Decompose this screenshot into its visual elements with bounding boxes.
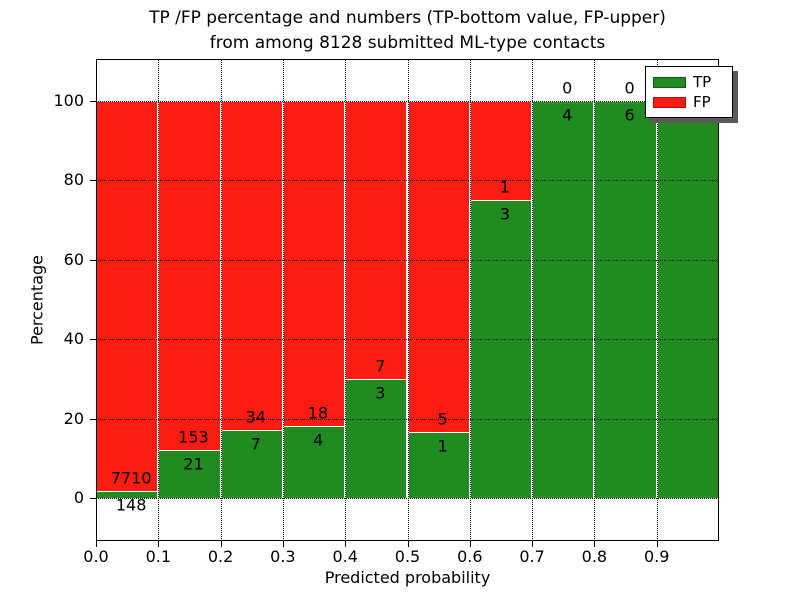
x-tick-label: 0.5: [394, 547, 421, 566]
y-tick: [90, 101, 96, 102]
x-tick: [532, 541, 534, 547]
tp-bar-segment: [656, 101, 719, 498]
y-tick: [90, 339, 96, 341]
y-tick: [90, 498, 96, 499]
tp-count-label: 4: [312, 430, 324, 450]
y-tick-label: 60: [63, 249, 84, 269]
tp-bar-segment: [345, 378, 408, 498]
tp-bar-segment: [220, 430, 283, 498]
x-tick-label: 0.2: [207, 547, 234, 566]
v-gridline: [594, 59, 596, 541]
x-tick: [594, 541, 596, 547]
y-tick: [90, 418, 96, 420]
fp-count-label: 0: [562, 78, 573, 98]
v-gridline: [345, 59, 347, 541]
legend-label-fp: FP: [693, 93, 711, 111]
fp-count-label: 1: [499, 177, 511, 197]
fp-bar-segment: [469, 101, 533, 201]
v-gridline: [469, 59, 471, 541]
x-tick: [220, 541, 222, 547]
y-tick-label: 40: [63, 329, 84, 349]
x-tick: [469, 541, 471, 547]
fp-bar-segment: [407, 101, 470, 432]
fp-count-label: 18: [307, 403, 329, 423]
x-axis-label: Predicted probability: [324, 568, 491, 587]
legend: TP FP: [645, 66, 733, 118]
tp-bar-segment: [282, 425, 346, 498]
x-tick: [96, 541, 97, 547]
tp-count-label: 3: [375, 383, 386, 403]
tp-count-label: 4: [562, 105, 573, 125]
x-tick-label: 0.8: [581, 547, 608, 566]
x-tick-label: 0.7: [519, 547, 545, 566]
chart-title: TP /FP percentage and numbers (TP-bottom…: [96, 6, 719, 55]
tp-bar-segment: [407, 431, 470, 498]
fp-count-label: 34: [245, 407, 266, 427]
x-tick-label: 0.3: [270, 547, 296, 566]
tp-count-label: 148: [115, 495, 147, 515]
v-gridline: [220, 59, 222, 541]
chart-title-line1: TP /FP percentage and numbers (TP-bottom…: [149, 8, 666, 28]
tp-count-label: 21: [183, 454, 204, 474]
x-tick: [158, 541, 160, 547]
x-tick: [282, 541, 284, 547]
v-gridline: [282, 59, 284, 541]
x-tick: [656, 541, 658, 547]
fp-count-label: 7: [375, 356, 386, 376]
legend-swatch-tp: [653, 76, 686, 88]
fp-bar-segment: [158, 101, 221, 451]
x-tick-label: 0.1: [145, 547, 172, 566]
fp-bar-segment: [96, 101, 159, 491]
tp-count-label: 3: [499, 204, 511, 224]
v-gridline: [158, 59, 160, 541]
y-tick: [90, 180, 96, 182]
x-tick-label: 0.6: [457, 547, 483, 566]
fp-bar-segment: [282, 101, 346, 426]
v-gridline: [656, 59, 658, 541]
chart-title-line2: from among 8128 submitted ML-type contac…: [209, 32, 606, 53]
v-gridline: [407, 59, 409, 541]
fp-bar-segment: [345, 101, 408, 379]
tp-bar-segment: [158, 450, 221, 498]
fp-count-label: 0: [624, 78, 635, 98]
fp-count-label: 7710: [110, 468, 152, 488]
legend-label-tp: TP: [693, 73, 712, 91]
legend-row-fp: FP: [653, 94, 725, 110]
y-tick-label: 80: [63, 170, 84, 190]
y-tick-label: 20: [63, 408, 84, 428]
tp-bar-segment: [532, 101, 595, 498]
y-tick-label: 0: [73, 488, 84, 507]
fp-count-label: 5: [437, 409, 448, 429]
tp-count-label: 6: [624, 105, 635, 125]
x-tick-label: 0.4: [332, 547, 358, 566]
y-tick-label: 100: [53, 91, 84, 110]
y-tick: [90, 259, 96, 261]
x-tick: [407, 541, 409, 547]
tp-bar-segment: [594, 101, 657, 498]
x-tick-label: 0.0: [83, 547, 109, 566]
fp-count-label: 153: [178, 427, 209, 447]
x-tick-label: 0.9: [643, 547, 670, 566]
fp-bar-segment: [220, 101, 283, 431]
tp-count-label: 7: [250, 434, 261, 454]
v-gridline: [532, 59, 534, 541]
tp-count-label: 1: [437, 436, 448, 456]
x-tick: [345, 541, 347, 547]
legend-row-tp: TP: [653, 74, 725, 90]
tp-bar-segment: [469, 200, 533, 498]
legend-swatch-fp: [653, 96, 686, 108]
